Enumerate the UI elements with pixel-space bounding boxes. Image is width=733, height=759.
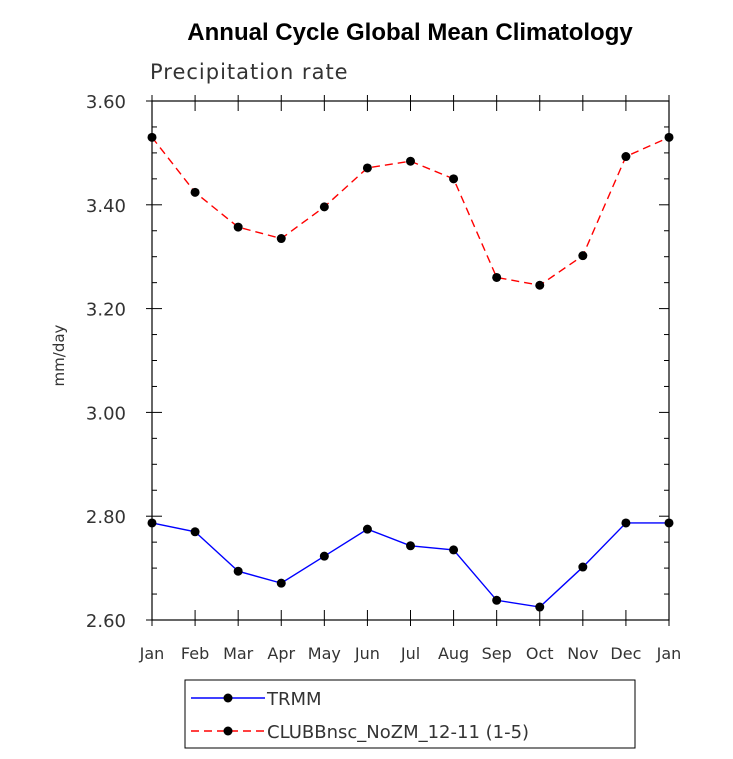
y-axis-label: mm/day bbox=[50, 324, 68, 386]
legend-item: CLUBBnsc_NoZM_12-11 (1-5) bbox=[191, 722, 529, 743]
data-point bbox=[190, 187, 200, 197]
data-point bbox=[621, 152, 631, 162]
x-tick-label: Dec bbox=[610, 644, 641, 663]
legend-label: CLUBBnsc_NoZM_12-11 (1-5) bbox=[267, 722, 529, 743]
x-tick-label: Jun bbox=[354, 644, 380, 663]
data-point bbox=[578, 562, 588, 572]
x-tick-label: Nov bbox=[567, 644, 598, 663]
data-point bbox=[664, 518, 674, 528]
x-tick-label: Mar bbox=[223, 644, 254, 663]
data-point bbox=[319, 202, 329, 212]
series-0 bbox=[147, 518, 674, 612]
data-point bbox=[535, 280, 545, 290]
data-point bbox=[276, 234, 286, 244]
data-point bbox=[190, 527, 200, 537]
x-tick-label: Jan bbox=[139, 644, 165, 663]
legend-box bbox=[184, 679, 636, 749]
x-tick-label: Jul bbox=[400, 644, 420, 663]
x-tick-label: Feb bbox=[181, 644, 209, 663]
data-point bbox=[621, 518, 631, 528]
data-point bbox=[535, 602, 545, 612]
y-tick-label: 3.40 bbox=[86, 196, 126, 217]
y-tick-label: 3.00 bbox=[86, 403, 126, 424]
x-tick-label: Oct bbox=[526, 644, 554, 663]
series-1 bbox=[147, 132, 674, 290]
chart-subtitle: Precipitation rate bbox=[150, 60, 349, 84]
data-point bbox=[449, 545, 459, 555]
x-tick-label: Jan bbox=[656, 644, 682, 663]
legend-item: TRMM bbox=[191, 689, 322, 710]
data-point bbox=[147, 132, 157, 142]
x-tick-label: Aug bbox=[438, 644, 469, 663]
axis-ticks: 2.60 2.80 3.00 3.20 3.40 3.60 Jan Feb Mar Apr May J… bbox=[86, 92, 681, 663]
series-layer bbox=[147, 132, 674, 612]
data-point bbox=[362, 163, 372, 173]
y-tick-label: 3.60 bbox=[86, 92, 126, 113]
data-point bbox=[492, 272, 502, 282]
legend-marker bbox=[223, 693, 233, 703]
y-tick-label: 2.60 bbox=[86, 611, 126, 632]
legend: TRMM CLUBBnsc_NoZM_12-11 (1-5) bbox=[184, 679, 636, 749]
x-tick-label: Apr bbox=[267, 644, 295, 663]
data-point bbox=[276, 578, 286, 588]
data-point bbox=[233, 566, 243, 576]
legend-marker bbox=[223, 726, 233, 736]
x-tick-label: May bbox=[308, 644, 341, 663]
data-point bbox=[449, 174, 459, 184]
data-point bbox=[406, 541, 415, 551]
data-point bbox=[664, 132, 674, 142]
data-point bbox=[233, 222, 243, 232]
data-point bbox=[147, 518, 157, 528]
data-point bbox=[492, 595, 502, 605]
legend-label: TRMM bbox=[266, 689, 322, 710]
data-point bbox=[362, 524, 372, 534]
data-point bbox=[406, 156, 415, 166]
data-point bbox=[578, 251, 588, 261]
series-line bbox=[151, 522, 669, 608]
y-tick-label: 3.20 bbox=[86, 300, 126, 321]
data-point bbox=[319, 551, 329, 561]
chart-title: Annual Cycle Global Mean Climatology bbox=[187, 19, 633, 46]
x-tick-label: Sep bbox=[482, 644, 512, 663]
y-tick-label: 2.80 bbox=[86, 507, 126, 528]
